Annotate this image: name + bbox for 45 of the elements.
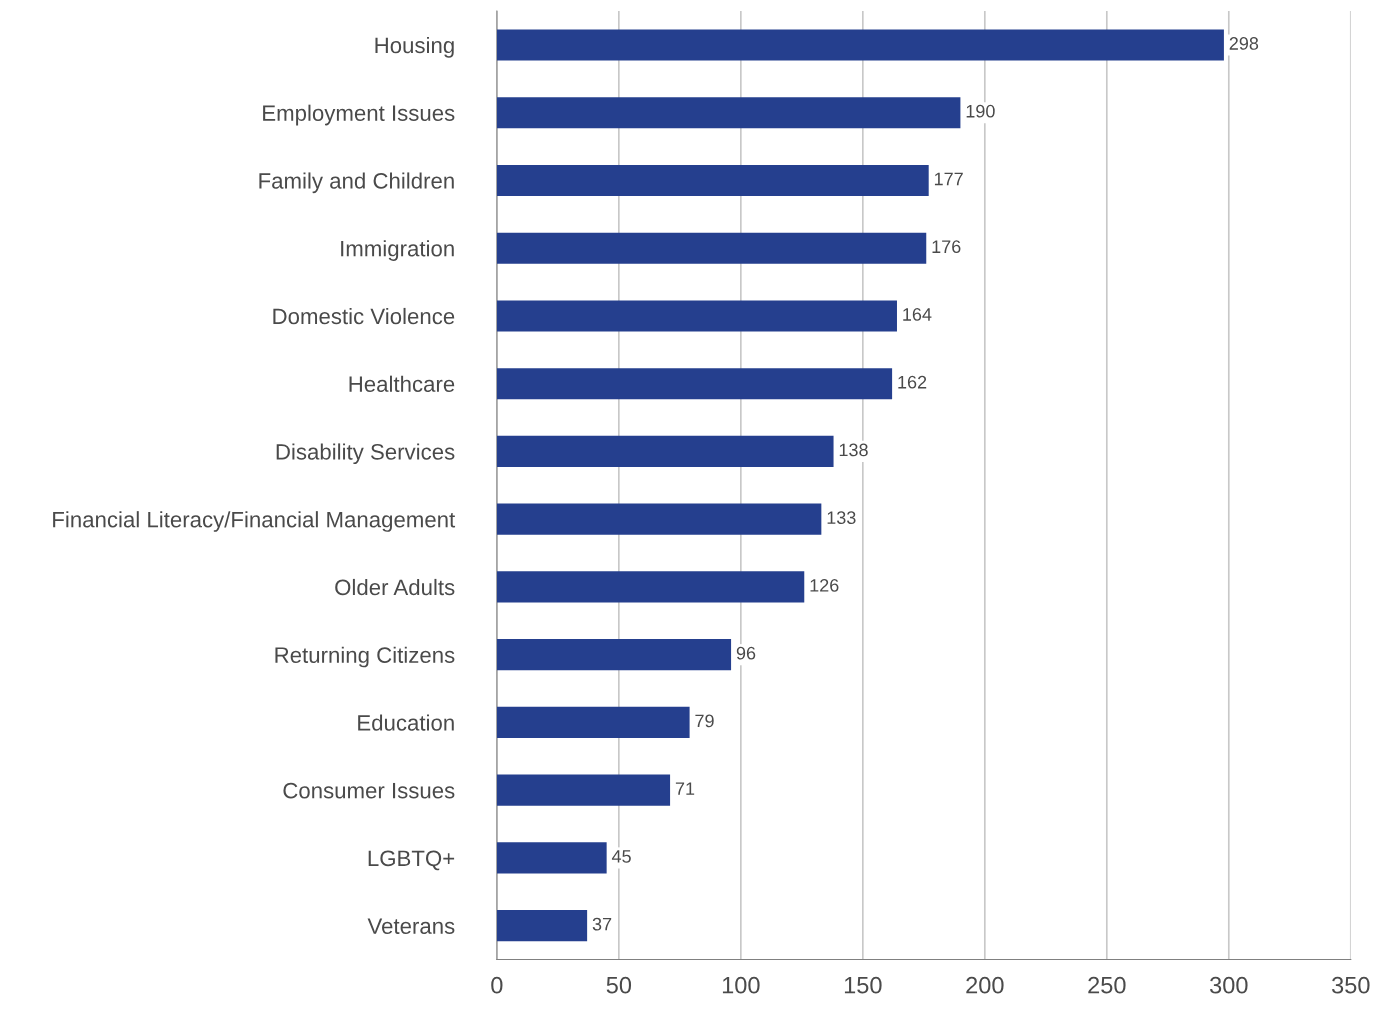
bar xyxy=(496,706,690,739)
data-label: 177 xyxy=(934,172,963,186)
data-label: 138 xyxy=(839,443,868,457)
data-label: 298 xyxy=(1229,37,1259,50)
data-label: 45 xyxy=(611,850,631,863)
x-tick-label: 300 xyxy=(1210,976,1248,994)
y-tick-label: Healthcare xyxy=(349,375,455,392)
y-tick-label: Domestic Violence xyxy=(273,307,455,325)
x-tick-label: 250 xyxy=(1088,976,1126,994)
y-tick-label: Financial Literacy/Financial Management xyxy=(53,511,456,532)
data-label: 133 xyxy=(827,511,856,525)
y-tick-label: Consumer Issues xyxy=(283,782,455,799)
bar xyxy=(496,842,607,874)
data-label: 162 xyxy=(898,375,927,389)
bar xyxy=(496,300,897,332)
y-tick-label: Immigration xyxy=(341,240,454,261)
x-tick-label: 200 xyxy=(966,976,1004,994)
bar xyxy=(496,435,834,468)
data-label: 96 xyxy=(736,646,756,660)
y-tick-label: Family and Children xyxy=(259,172,454,194)
x-tick-label: 350 xyxy=(1331,976,1370,994)
y-tick-label: Employment Issues xyxy=(263,104,455,126)
bar xyxy=(496,164,929,197)
data-label: 79 xyxy=(695,714,714,728)
data-label: 164 xyxy=(903,308,932,321)
data-label: 37 xyxy=(592,917,612,931)
x-tick-label: 50 xyxy=(606,976,632,994)
y-tick-label: Older Adults xyxy=(335,578,455,596)
x-tick-label: 100 xyxy=(722,976,760,994)
bar xyxy=(496,639,732,671)
data-label: 190 xyxy=(966,104,995,118)
bar xyxy=(496,97,961,129)
data-label: 176 xyxy=(932,240,961,254)
y-tick-label: Housing xyxy=(375,36,454,58)
x-tick-label: 0 xyxy=(491,976,503,994)
x-tick-label: 150 xyxy=(844,976,882,994)
y-tick-label: LGBTQ+ xyxy=(368,850,455,871)
data-label: 126 xyxy=(810,579,839,592)
y-tick-label: Education xyxy=(358,714,454,731)
y-tick-label: Veterans xyxy=(367,918,455,934)
y-tick-label: Disability Services xyxy=(276,443,455,465)
y-tick-label: Returning Citizens xyxy=(275,646,455,668)
data-label: 71 xyxy=(675,782,695,795)
bar xyxy=(496,503,822,535)
bar xyxy=(496,29,1224,61)
